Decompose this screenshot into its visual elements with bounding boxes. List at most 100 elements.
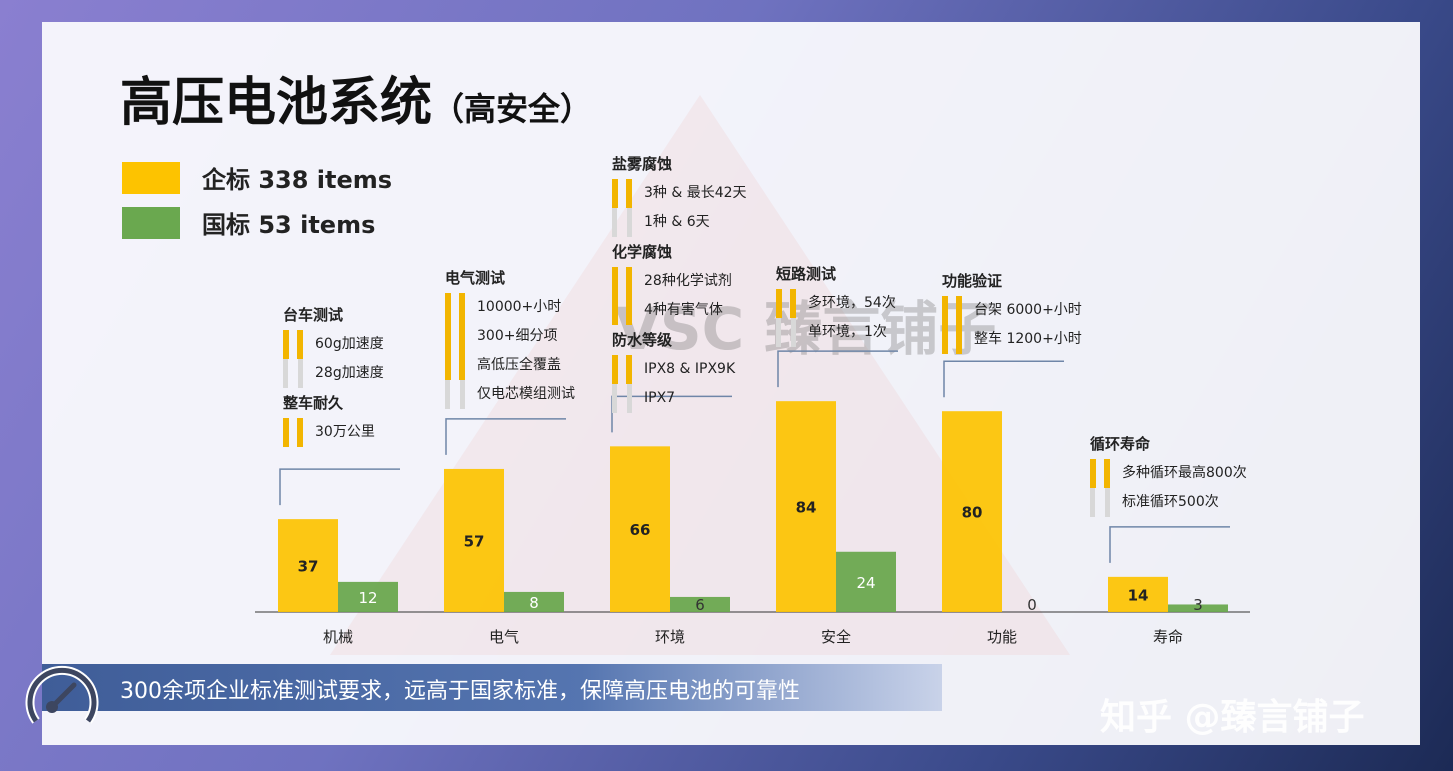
annotation-title: 电气测试 [445,269,506,287]
subtitle-text: （高安全） [432,90,593,128]
bar-national [504,591,564,612]
watermark: VSC 臻言铺子 [615,295,997,363]
data-label: 8 [529,594,539,612]
annotation-item: IPX8 & IPX9K [612,355,747,384]
speedometer-icon [25,665,99,724]
annotation-text: 28g加速度 [315,365,384,381]
corp-marker-icon [612,179,632,208]
corp-marker-icon [942,296,962,325]
annotation-item: 高低压全覆盖 [445,351,575,380]
corp-marker-icon [445,322,465,351]
annotation-text: 4种有害气体 [644,302,723,318]
bar-national [1168,604,1228,612]
bar-corp [610,446,670,612]
annotation-item: IPX7 [612,384,747,413]
x-tick-label: 机械 [323,628,353,646]
bar-corp [444,468,504,612]
annotation-电气: 电气测试 10000+小时 300+细分项 高低压全覆盖 仅电芯模组测试 [445,263,575,409]
annotation-item: 10000+小时 [445,293,575,322]
annotation-text: 仅电芯模组测试 [477,386,575,402]
legend-label: 国标 53 items [202,211,376,239]
annotation-text: 300+细分项 [477,328,558,344]
bar-corp [1108,576,1168,612]
annotation-text: 28种化学试剂 [644,273,732,289]
page-title: 高压电池系统（高安全） [120,60,592,135]
annotation-item: 整车 1200+小时 [942,325,1082,354]
annotation-text: 60g加速度 [315,336,384,352]
national-marker-icon [283,359,303,388]
corp-marker-icon [445,351,465,380]
annotation-bracket [279,468,400,506]
corp-marker-icon [612,296,632,325]
annotation-text: IPX8 & IPX9K [644,361,736,377]
x-tick-label: 安全 [821,628,851,646]
annotation-机械: 台车测试 60g加速度 28g加速度 整车耐久 30万公里 [283,300,384,447]
annotation-bracket [777,350,898,388]
bar-corp [278,519,338,612]
bar-national [670,596,730,612]
data-label: 3 [1193,596,1203,614]
legend-national: 国标 53 items [122,205,375,240]
annotation-title: 盐雾腐蚀 [612,155,673,173]
annotation-text: 整车 1200+小时 [974,331,1082,347]
bar-national [836,551,896,612]
corp-marker-icon [283,330,303,359]
data-label: 80 [962,504,983,522]
bar-corp [776,401,836,612]
annotation-text: IPX7 [644,390,676,406]
annotation-item: 3种 & 最长42天 [612,179,747,208]
annotation-item: 60g加速度 [283,330,384,359]
annotation-item: 4种有害气体 [612,296,747,325]
national-marker-icon [445,380,465,409]
data-label: 12 [358,589,377,607]
corp-marker-icon [612,355,632,384]
annotation-text: 台架 6000+小时 [974,302,1082,318]
annotation-title: 功能验证 [942,272,1003,290]
annotation-text: 单环境，1次 [808,324,887,340]
data-label: 6 [695,596,705,614]
legend-swatch-corp [122,161,180,194]
annotation-item: 300+细分项 [445,322,575,351]
data-label: 0 [1027,596,1037,614]
data-label: 14 [1128,586,1149,604]
corp-marker-icon [612,267,632,296]
annotation-text: 标准循环500次 [1122,494,1219,510]
national-marker-icon [612,208,632,237]
data-label: 24 [856,574,875,592]
corp-marker-icon [445,293,465,322]
data-label: 57 [464,532,485,550]
annotation-item: 1种 & 6天 [612,208,747,237]
annotation-安全: 短路测试多环境，54次单环境，1次 [776,259,896,347]
annotation-item: 30万公里 [283,418,384,447]
annotation-item: 多种循环最高800次 [1090,459,1247,488]
x-tick-label: 寿命 [1153,628,1183,646]
annotation-item: 多环境，54次 [776,289,896,318]
national-marker-icon [612,384,632,413]
annotation-title: 化学腐蚀 [612,243,673,261]
annotation-item: 28种化学试剂 [612,267,747,296]
annotation-bracket [1109,526,1230,563]
data-label: 66 [630,521,651,539]
corp-marker-icon [1090,459,1110,488]
footer-banner: 300余项企业标准测试要求，远高于国家标准，保障高压电池的可靠性 [42,664,942,711]
data-label: 37 [298,558,319,576]
corp-marker-icon [283,418,303,447]
annotation-title: 台车测试 [283,306,344,324]
corp-marker-icon [776,289,796,318]
zhihu-watermark: 知乎 @臻言铺子 [1100,697,1365,738]
annotation-text: 3种 & 最长42天 [644,185,747,201]
bar-corp [942,411,1002,612]
annotation-item: 单环境，1次 [776,318,896,347]
annotation-bracket [445,418,566,455]
annotation-text: 高低压全覆盖 [477,357,561,373]
annotation-text: 1种 & 6天 [644,214,710,230]
annotation-title: 短路测试 [776,265,837,283]
x-tick-label: 环境 [655,628,685,646]
annotation-text: 30万公里 [315,424,375,440]
national-marker-icon [1090,488,1110,517]
x-tick-label: 功能 [987,628,1017,646]
annotation-item: 标准循环500次 [1090,488,1247,517]
annotation-item: 仅电芯模组测试 [445,380,575,409]
corp-marker-icon [942,325,962,354]
x-tick-label: 电气 [489,628,519,646]
